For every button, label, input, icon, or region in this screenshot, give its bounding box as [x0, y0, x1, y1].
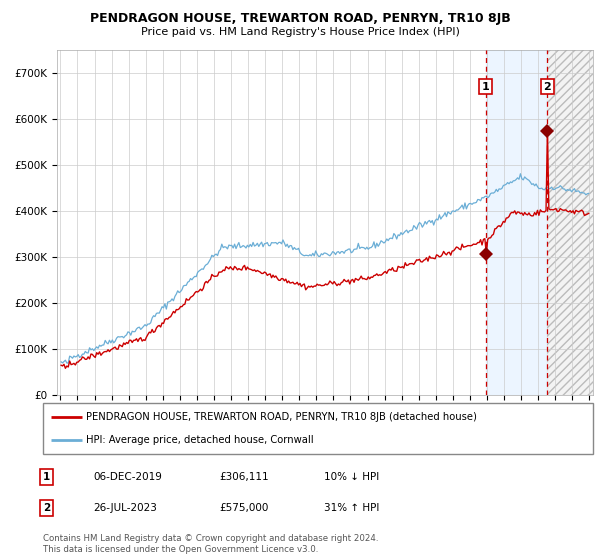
Text: 2: 2 — [544, 82, 551, 92]
Text: 06-DEC-2019: 06-DEC-2019 — [93, 472, 162, 482]
Text: 10% ↓ HPI: 10% ↓ HPI — [324, 472, 379, 482]
Text: Contains HM Land Registry data © Crown copyright and database right 2024.: Contains HM Land Registry data © Crown c… — [43, 534, 379, 543]
Text: 26-JUL-2023: 26-JUL-2023 — [93, 503, 157, 513]
Bar — [485, 50, 547, 395]
Text: This data is licensed under the Open Government Licence v3.0.: This data is licensed under the Open Gov… — [43, 545, 319, 554]
Text: PENDRAGON HOUSE, TREWARTON ROAD, PENRYN, TR10 8JB (detached house): PENDRAGON HOUSE, TREWARTON ROAD, PENRYN,… — [86, 412, 477, 422]
Text: 1: 1 — [482, 82, 490, 92]
FancyBboxPatch shape — [43, 403, 593, 454]
Text: PENDRAGON HOUSE, TREWARTON ROAD, PENRYN, TR10 8JB: PENDRAGON HOUSE, TREWARTON ROAD, PENRYN,… — [89, 12, 511, 25]
Bar — [547, 50, 598, 395]
Text: £575,000: £575,000 — [219, 503, 268, 513]
Text: 2: 2 — [43, 503, 50, 513]
Text: HPI: Average price, detached house, Cornwall: HPI: Average price, detached house, Corn… — [86, 435, 314, 445]
Text: 31% ↑ HPI: 31% ↑ HPI — [324, 503, 379, 513]
Bar — [547, 50, 598, 395]
Text: £306,111: £306,111 — [219, 472, 269, 482]
Text: 1: 1 — [43, 472, 50, 482]
Text: Price paid vs. HM Land Registry's House Price Index (HPI): Price paid vs. HM Land Registry's House … — [140, 27, 460, 37]
